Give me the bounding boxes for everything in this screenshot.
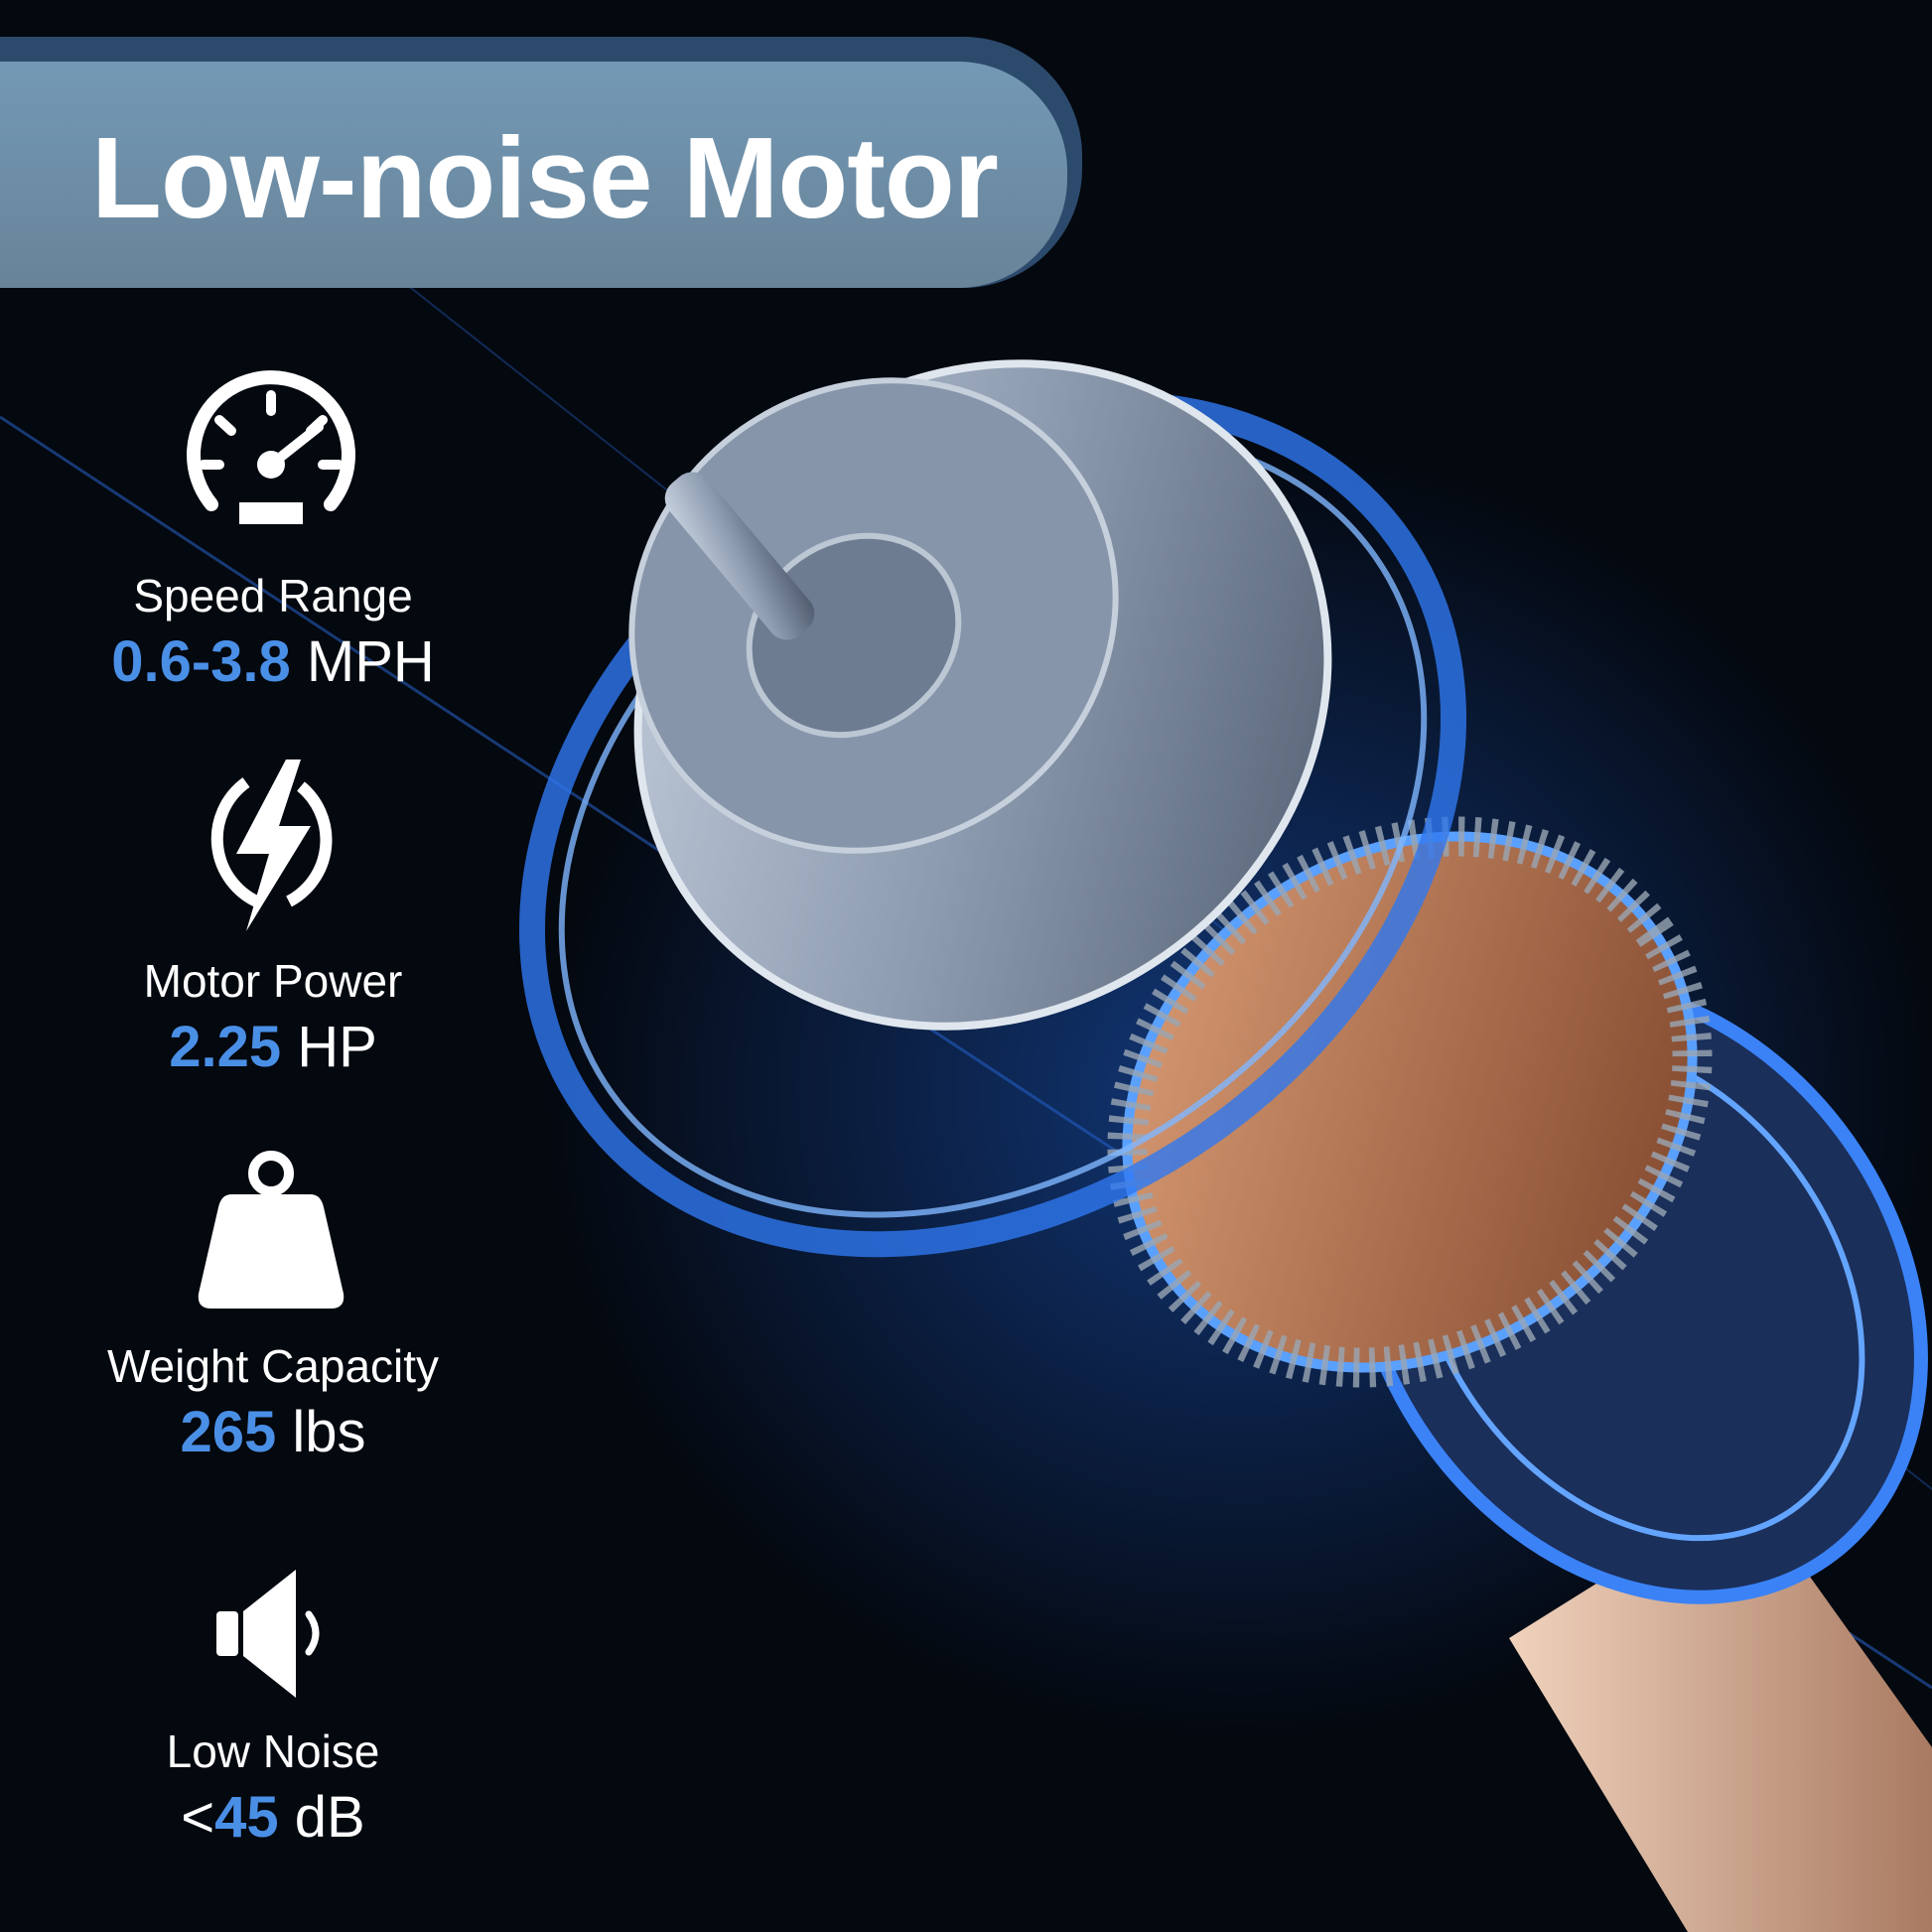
- weight-icon: [198, 1151, 345, 1309]
- feature-value: <45 dB: [181, 1785, 365, 1850]
- feature-speed-range: Speed Range 0.6-3.8 MPH: [40, 570, 506, 695]
- feature-low-noise: Low Noise <45 dB: [40, 1725, 506, 1851]
- feature-motor-power: Motor Power 2.25 HP: [40, 955, 506, 1080]
- speaker-icon: [216, 1570, 320, 1698]
- feature-label: Low Noise: [166, 1725, 380, 1777]
- title-banner: [0, 62, 1067, 288]
- feature-weight-capacity: Weight Capacity 265 lbs: [40, 1340, 506, 1465]
- feature-value: 2.25 HP: [169, 1015, 377, 1079]
- feature-label: Weight Capacity: [106, 1340, 440, 1392]
- page-title: Low-noise Motor: [91, 113, 999, 242]
- feature-label: Speed Range: [133, 570, 413, 621]
- feature-value: 265 lbs: [180, 1400, 366, 1464]
- feature-value: 0.6-3.8 MPH: [111, 629, 435, 694]
- lightning-bolt-icon: [210, 759, 333, 931]
- feature-label: Motor Power: [143, 955, 403, 1007]
- speedometer-icon: [187, 370, 355, 524]
